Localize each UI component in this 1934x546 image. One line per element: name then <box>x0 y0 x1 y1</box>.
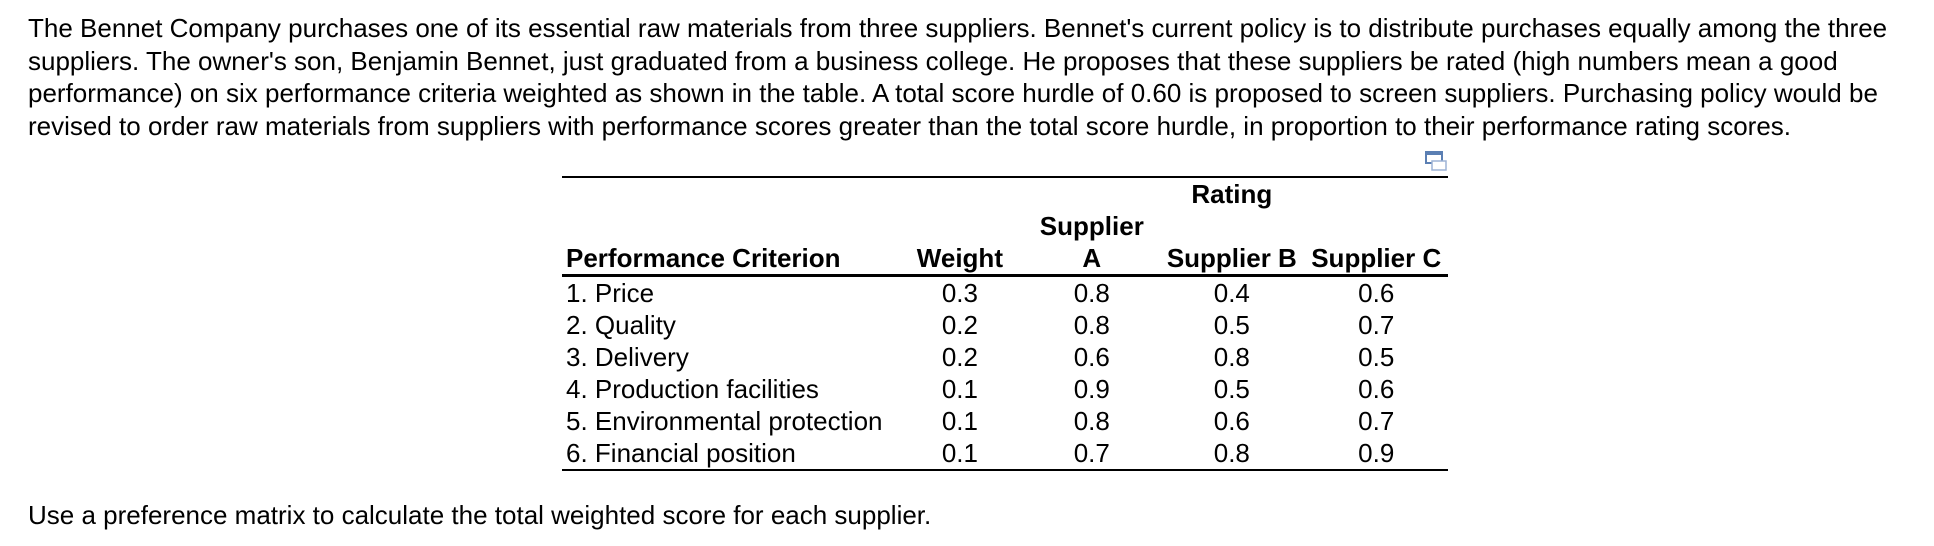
table-row: 3. Delivery 0.2 0.6 0.8 0.5 <box>562 341 1448 373</box>
supplier-c-cell: 0.7 <box>1358 310 1395 340</box>
supplier-b-cell: 0.5 <box>1213 310 1250 340</box>
performance-rating-table: Rating Supplier Performance Criterion We… <box>562 176 1448 471</box>
supplier-b-cell: 0.8 <box>1159 437 1305 471</box>
instruction-text: Use a preference matrix to calculate the… <box>28 500 932 530</box>
supplier-a-header-line1: Supplier <box>1039 211 1144 241</box>
supplier-b-cell: 0.6 <box>1213 406 1250 436</box>
weight-column-header: Weight <box>895 242 1025 277</box>
supplier-c-cell: 0.7 <box>1358 406 1395 436</box>
supplier-a-cell: 0.8 <box>1073 278 1110 308</box>
problem-statement: The Bennet Company purchases one of its … <box>28 13 1888 141</box>
criterion-cell: 2. Quality <box>566 310 676 340</box>
supplier-b-cell: 0.4 <box>1213 278 1250 308</box>
supplier-a-cell: 0.9 <box>1073 374 1110 404</box>
rating-group-header: Rating <box>1159 176 1305 210</box>
supplier-a-cell: 0.6 <box>1073 342 1110 372</box>
supplier-a-cell: 0.8 <box>1073 310 1110 340</box>
weight-cell: 0.1 <box>895 437 1025 471</box>
criterion-cell: 1. Price <box>566 278 655 308</box>
criterion-column-header: Performance Criterion <box>562 242 896 277</box>
table-row: 4. Production facilities 0.1 0.9 0.5 0.6 <box>562 373 1448 405</box>
criterion-cell: 6. Financial position <box>562 437 896 471</box>
criterion-cell: 3. Delivery <box>566 342 689 372</box>
supplier-a-cell: 0.7 <box>1024 437 1160 471</box>
supplier-a-header-line2: A <box>1024 242 1160 277</box>
supplier-c-cell: 0.5 <box>1358 342 1395 372</box>
supplier-c-cell: 0.6 <box>1358 374 1395 404</box>
supplier-c-cell: 0.9 <box>1304 437 1448 471</box>
copy-table-icon[interactable] <box>1424 150 1448 172</box>
supplier-b-cell: 0.5 <box>1213 374 1250 404</box>
table-row: 2. Quality 0.2 0.8 0.5 0.7 <box>562 309 1448 341</box>
supplier-c-cell: 0.6 <box>1358 278 1395 308</box>
table-row: 5. Environmental protection 0.1 0.8 0.6 … <box>562 405 1448 437</box>
weight-cell: 0.1 <box>941 374 978 404</box>
supplier-c-column-header: Supplier C <box>1304 242 1448 277</box>
supplier-b-column-header: Supplier B <box>1159 242 1305 277</box>
supplier-b-cell: 0.8 <box>1213 342 1250 372</box>
criterion-cell: 4. Production facilities <box>566 374 819 404</box>
weight-cell: 0.1 <box>941 406 978 436</box>
weight-cell: 0.3 <box>941 278 978 308</box>
table-row: 6. Financial position 0.1 0.7 0.8 0.9 <box>562 437 1448 471</box>
supplier-a-cell: 0.8 <box>1073 406 1110 436</box>
weight-cell: 0.2 <box>941 342 978 372</box>
criterion-cell: 5. Environmental protection <box>566 406 883 436</box>
table-row: 1. Price 0.3 0.8 0.4 0.6 <box>562 276 1448 310</box>
weight-cell: 0.2 <box>941 310 978 340</box>
